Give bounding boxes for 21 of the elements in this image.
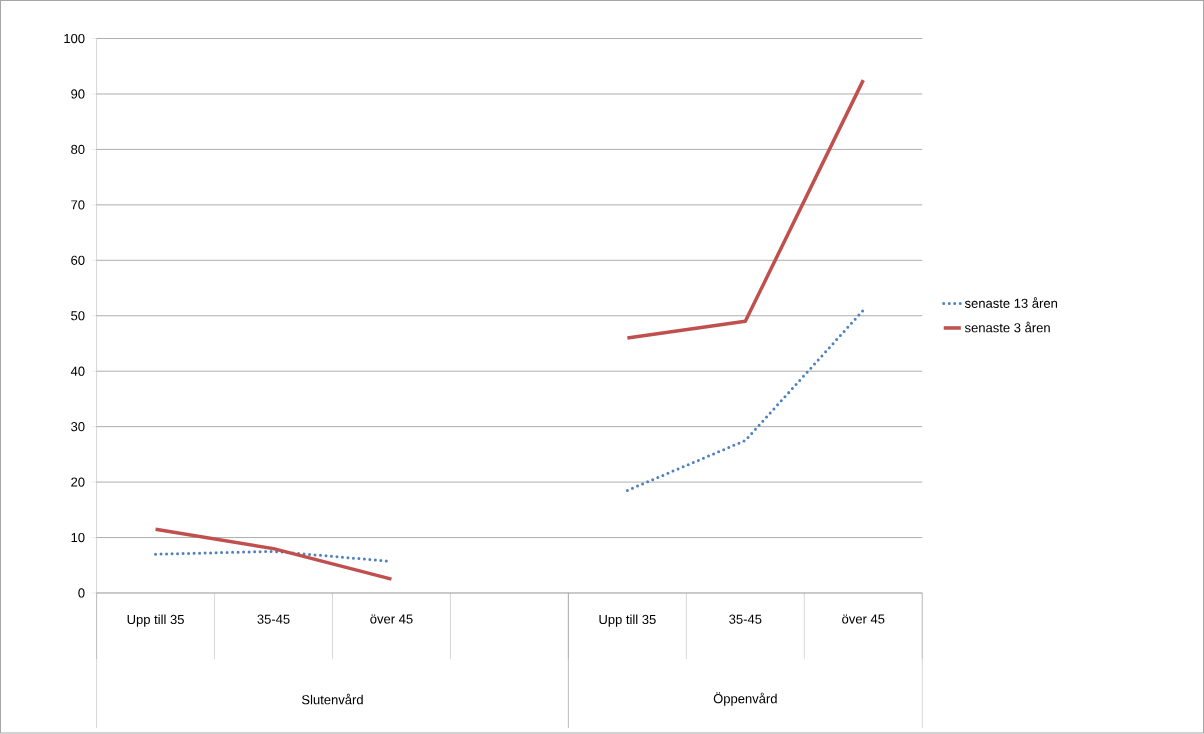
y-tick-label: 100	[64, 34, 85, 44]
x-tick-label: 35-45	[729, 614, 762, 624]
y-tick-label: 50	[71, 311, 85, 321]
y-tick-label: 60	[71, 255, 85, 266]
y-tick-label: 80	[71, 145, 85, 155]
text: Öppenvård	[713, 692, 777, 707]
x-tick-label: över 45	[842, 614, 885, 624]
legend-label: senaste 13 åren	[964, 297, 1058, 309]
x-tick-label: över 45	[370, 614, 413, 624]
text: Slutenvård	[301, 693, 363, 705]
x-tick-label: 35-45	[257, 614, 290, 624]
legend-label: senaste 3 åren	[964, 321, 1050, 333]
y-tick-label: 90	[71, 89, 85, 99]
y-tick-label: 10	[71, 533, 85, 543]
y-tick-label: 70	[71, 200, 85, 210]
x-tick-label: Upp till 35	[599, 614, 656, 627]
y-tick-label: 20	[71, 477, 85, 487]
x-tick-label: Upp till 35	[127, 614, 184, 627]
y-tick-label: 40	[70, 366, 85, 377]
y-tick-label: 30	[71, 422, 85, 432]
y-tick-label: 0	[78, 588, 85, 598]
